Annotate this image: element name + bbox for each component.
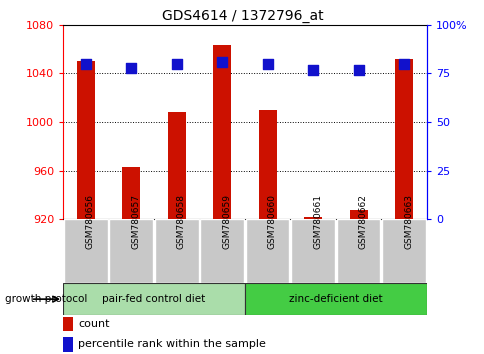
Point [263,61,271,67]
Bar [349,210,367,219]
Bar [122,167,140,219]
Text: GDS4614 / 1372796_at: GDS4614 / 1372796_at [161,9,323,23]
Text: GSM780662: GSM780662 [358,194,367,249]
Text: GSM780658: GSM780658 [176,194,185,249]
Text: GSM780659: GSM780659 [222,194,231,249]
Bar [394,59,412,219]
Text: count: count [78,319,109,329]
Bar [200,219,243,283]
Point [354,67,362,72]
Point [82,61,90,67]
Bar [154,219,198,283]
Text: GSM780661: GSM780661 [313,194,321,249]
Point [399,61,407,67]
Bar [212,45,231,219]
Bar [76,61,95,219]
Bar [63,337,73,352]
Bar [258,110,276,219]
Point [309,67,317,72]
Bar [336,219,379,283]
Text: GSM780656: GSM780656 [86,194,94,249]
Bar [63,316,73,331]
Bar [245,219,289,283]
Text: GSM780660: GSM780660 [267,194,276,249]
Text: pair-fed control diet: pair-fed control diet [102,294,205,304]
Point [127,65,135,70]
Text: GSM780663: GSM780663 [403,194,412,249]
Bar [244,283,426,315]
Text: GSM780657: GSM780657 [131,194,140,249]
Point [172,61,180,67]
Bar [64,219,107,283]
Bar [381,219,425,283]
Text: growth protocol: growth protocol [5,294,87,304]
Bar [167,113,185,219]
Point [218,59,226,64]
Bar [291,219,334,283]
Bar [303,217,321,219]
Bar [63,283,244,315]
Bar [109,219,153,283]
Text: percentile rank within the sample: percentile rank within the sample [78,339,266,349]
Text: zinc-deficient diet: zinc-deficient diet [288,294,382,304]
